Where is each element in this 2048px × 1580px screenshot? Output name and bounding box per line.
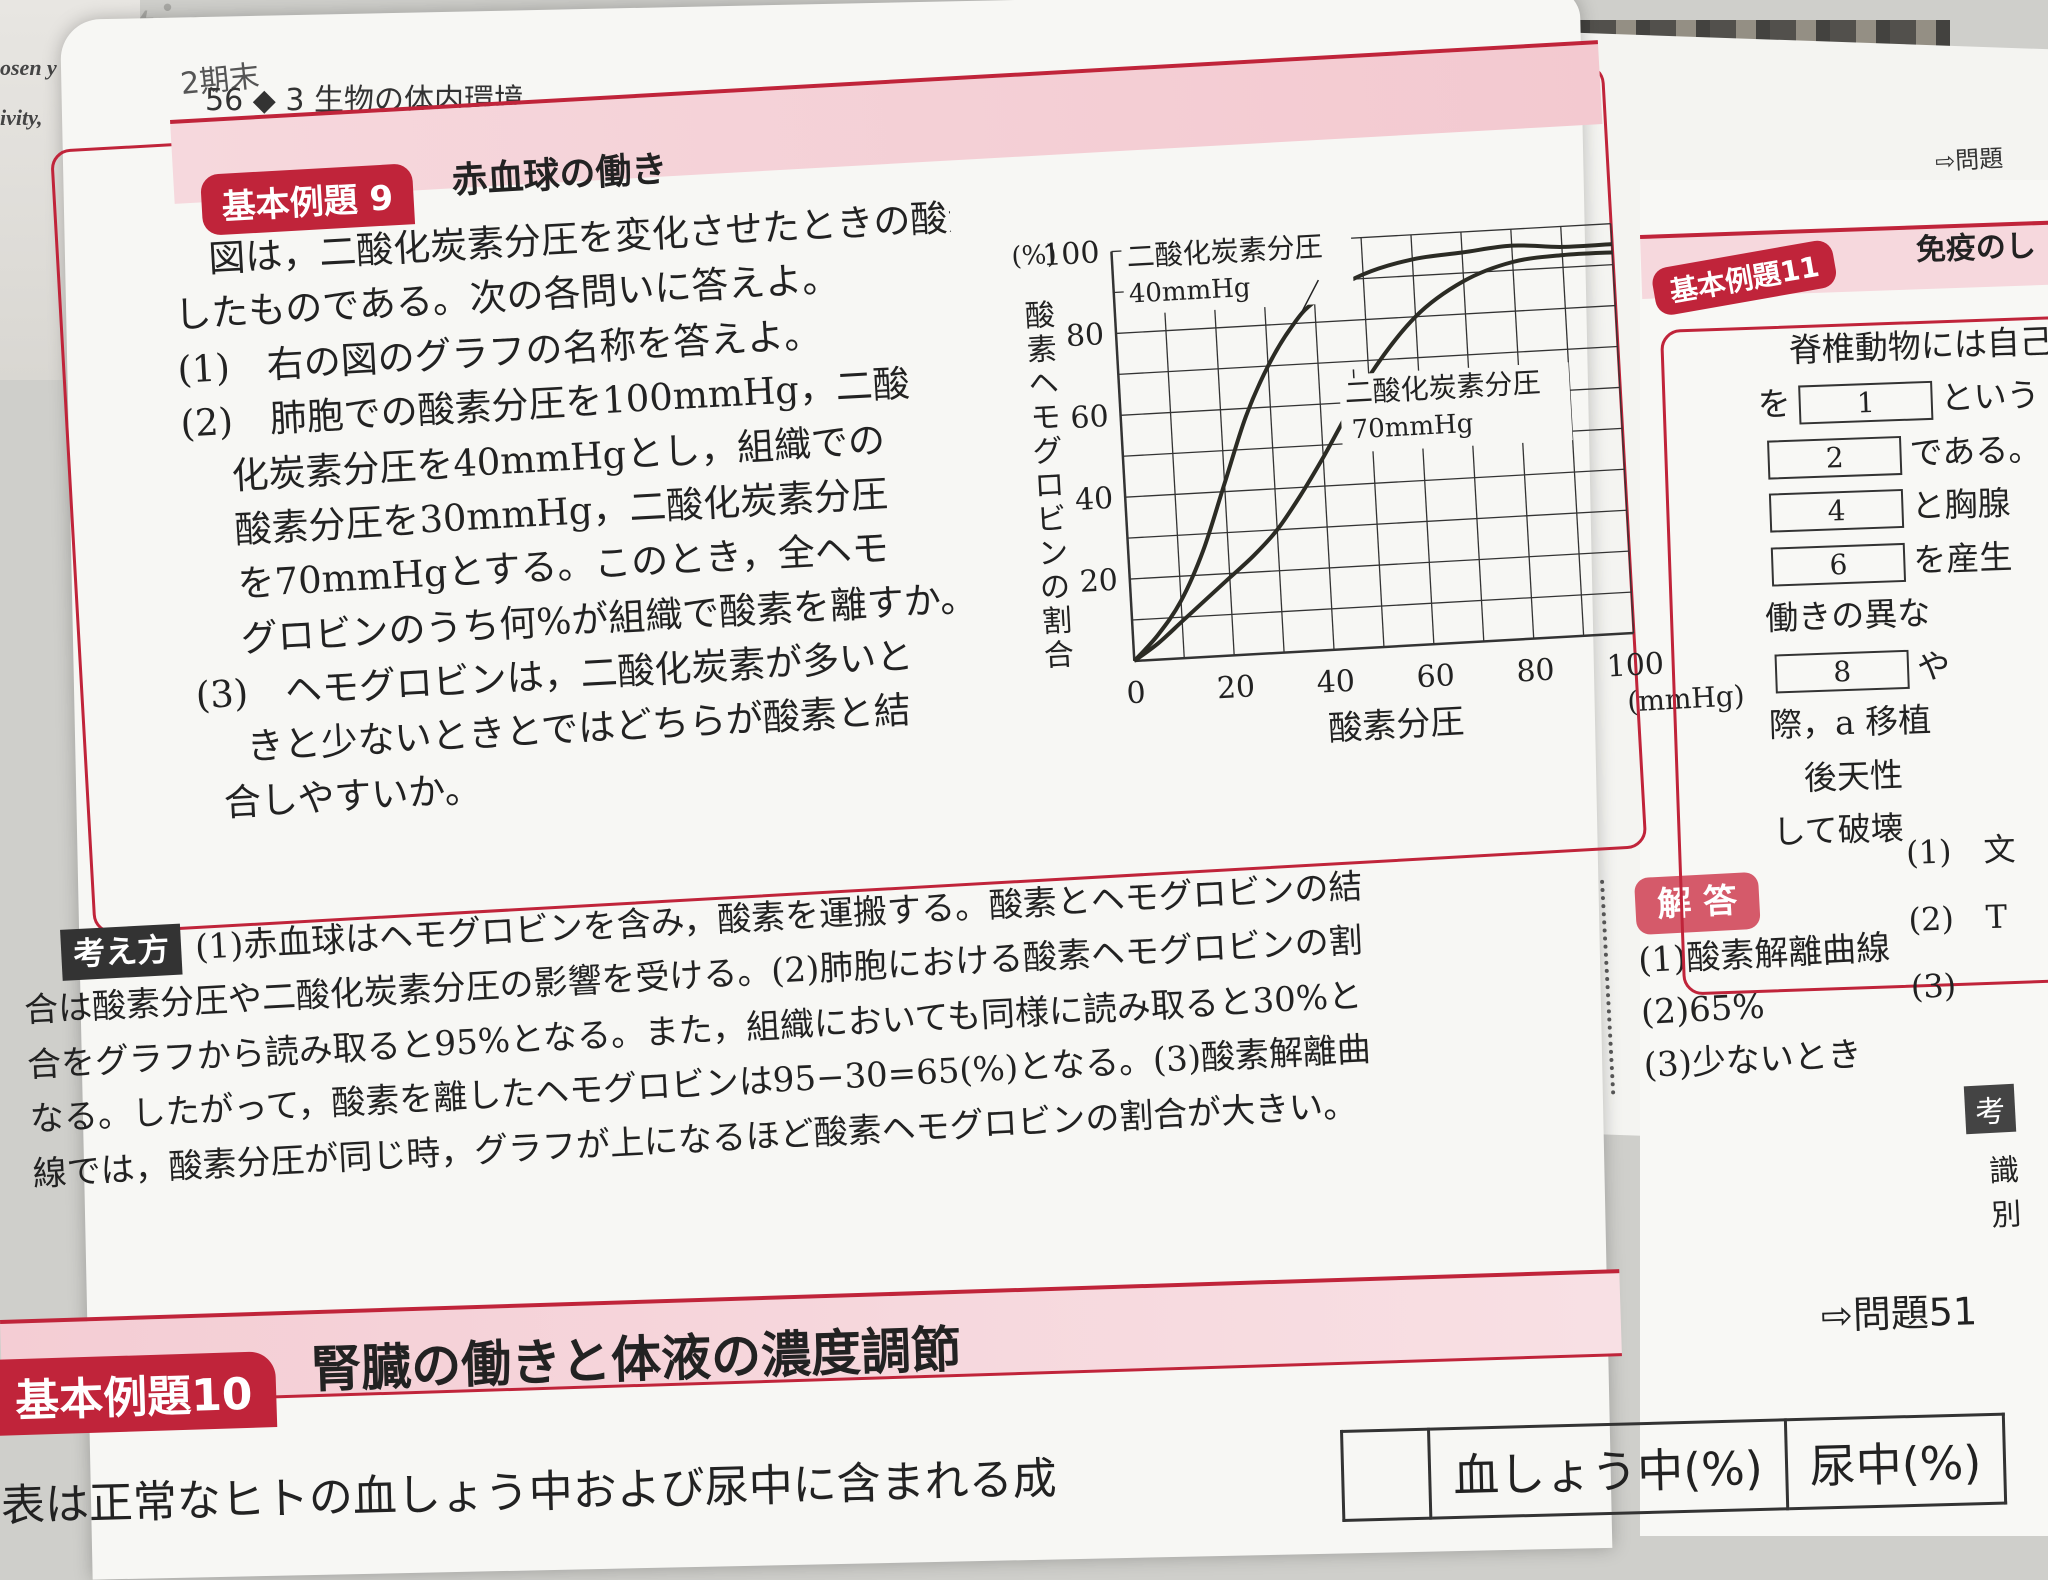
table-header-cell: 血しょう中(%) bbox=[1429, 1420, 1788, 1518]
table-row: 血しょう中(%) 尿中(%) bbox=[1342, 1414, 2006, 1520]
background-text-fragment: osen y bbox=[0, 55, 57, 81]
example11-line: 後天性 bbox=[1770, 742, 2048, 806]
example10-tag: 基本例題10 bbox=[0, 1351, 277, 1436]
y-axis-title-char: グ bbox=[1032, 434, 1064, 471]
y-tick-label: 80 bbox=[1065, 317, 1105, 354]
y-axis-title-char: 合 bbox=[1043, 637, 1075, 674]
y-axis-title-char: ビ bbox=[1035, 502, 1067, 539]
example11-question: (3) bbox=[1910, 950, 2022, 1021]
x-axis-title: 酸素分圧 bbox=[1327, 702, 1465, 750]
blank-box: 2 bbox=[1767, 436, 1902, 480]
x-tick-label: 0 bbox=[1126, 675, 1147, 711]
y-tick-label: 20 bbox=[1079, 563, 1119, 600]
explanation-tag: 考え方 bbox=[60, 924, 183, 981]
example11-question: (1) 文 bbox=[1905, 816, 2017, 887]
example11-title: 免疫のし bbox=[1915, 221, 2036, 269]
x-tick-label: 60 bbox=[1416, 658, 1456, 695]
example11-line: 際，a 移植 bbox=[1768, 689, 2048, 753]
y-axis-title-char: モ bbox=[1030, 400, 1062, 437]
table-header-cell bbox=[1342, 1429, 1431, 1520]
blank-box: 1 bbox=[1798, 381, 1933, 425]
y-axis-title-char: 酸 bbox=[1024, 298, 1056, 335]
y-axis-title-char: 割 bbox=[1041, 603, 1073, 640]
example10-table: 血しょう中(%) 尿中(%) bbox=[1340, 1413, 2007, 1522]
example11-questions: (1) 文 (2) T (3) bbox=[1905, 816, 2021, 1021]
x-tick-label: 100 bbox=[1606, 646, 1665, 684]
blank-box: 4 bbox=[1769, 489, 1904, 533]
example11-line: 働きの異な bbox=[1764, 582, 2048, 646]
y-axis-title-char: ロ bbox=[1033, 468, 1065, 505]
y-axis-title-char: ヘ bbox=[1028, 366, 1060, 403]
x-tick-label: 40 bbox=[1316, 664, 1356, 701]
x-tick-label: 20 bbox=[1216, 669, 1256, 706]
example9-problem: 図は，二酸化炭素分圧を変化させたときの酸素分圧と酸素ヘモグロビンの割合を示 した… bbox=[170, 189, 1022, 832]
y-axis-title-char: の bbox=[1039, 569, 1071, 606]
example10-reference: ⇨問題51 bbox=[1820, 1280, 1978, 1340]
y-tick-label: 60 bbox=[1070, 399, 1110, 436]
example11-question: (2) T bbox=[1907, 883, 2019, 954]
diamond-icon: ◆ bbox=[253, 83, 276, 118]
page-number: 56 bbox=[205, 83, 243, 118]
example11-text-fragment: 識別 bbox=[1988, 1144, 2048, 1235]
background-text-fragment: ivity, bbox=[0, 105, 43, 131]
example9-reference: ⇨問題 bbox=[1934, 138, 2004, 177]
blank-box: 8 bbox=[1775, 650, 1910, 694]
y-tick-label: 40 bbox=[1074, 481, 1114, 518]
example11-explanation-tag: 考 bbox=[1964, 1084, 2016, 1135]
y-axis-title-char: ン bbox=[1037, 535, 1069, 572]
blank-box: 6 bbox=[1771, 543, 1906, 587]
table-header-cell: 尿中(%) bbox=[1785, 1414, 2006, 1509]
y-axis-title-char: 素 bbox=[1026, 332, 1058, 369]
x-tick-label: 80 bbox=[1515, 653, 1555, 690]
y-unit-label: (%) bbox=[1011, 240, 1058, 272]
